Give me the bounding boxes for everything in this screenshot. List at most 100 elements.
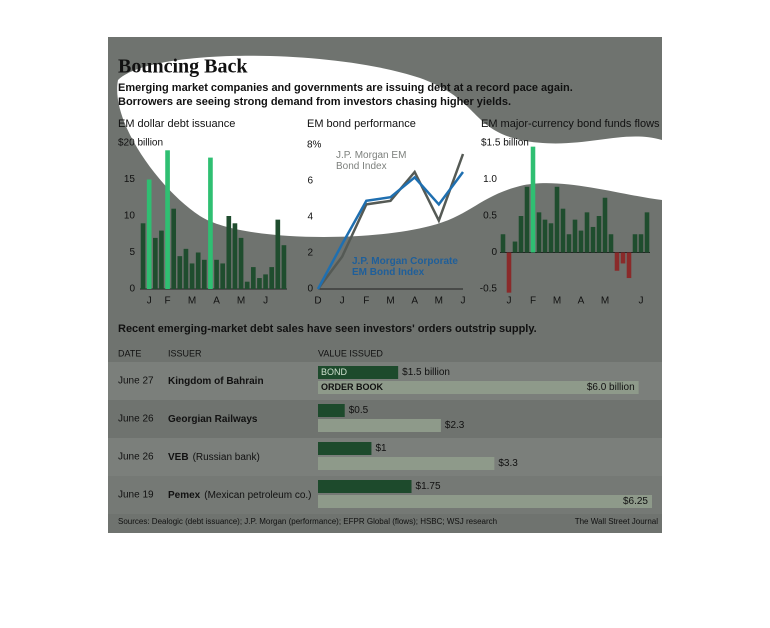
y-tick-label: 5: [129, 247, 135, 258]
bond-label: $1.75: [416, 481, 441, 492]
x-tick-label: M: [237, 296, 245, 307]
bar: [201, 259, 207, 289]
date: June 27: [118, 376, 154, 387]
x-tick-label: A: [213, 296, 220, 307]
bar: [572, 219, 578, 253]
series-label-box: J.P. Morgan EM Bond Index: [336, 150, 406, 172]
credit: The Wall Street Journal: [575, 517, 659, 526]
x-tick-label: J: [263, 296, 268, 307]
bar: [257, 278, 262, 289]
y-tick-label: $20 billion: [118, 138, 163, 149]
bar: [220, 263, 226, 289]
x-tick-label: F: [363, 296, 369, 307]
subtitle: Borrowers are seeing strong demand from …: [118, 96, 511, 108]
x-tick-label: A: [411, 296, 418, 307]
line: [316, 153, 465, 290]
bar: [189, 263, 195, 289]
order-label: $6.25: [623, 496, 648, 507]
y-tick-label: 6: [307, 176, 313, 187]
bar: [238, 237, 244, 289]
bond-key: BOND: [321, 367, 348, 377]
bar: [560, 208, 566, 253]
bar: [518, 216, 524, 253]
bond-bar: [318, 404, 345, 417]
bar: [195, 252, 201, 289]
order-label: $2.3: [445, 420, 465, 431]
issuer-name: VEB: [168, 452, 189, 463]
bond-bar: [318, 366, 399, 379]
bar: [584, 212, 590, 253]
y-tick-label: 0: [491, 247, 497, 258]
bar: [590, 226, 596, 253]
bar: [602, 197, 608, 253]
bar: [614, 252, 620, 271]
bar: [626, 252, 632, 279]
x-tick-label: M: [553, 296, 561, 307]
bar: [275, 219, 281, 289]
y-tick-label: 0: [307, 284, 313, 295]
bar: [208, 157, 213, 289]
bar: [596, 216, 602, 253]
bar: [530, 146, 536, 253]
title: Bouncing Back: [118, 56, 248, 78]
issuer-name: Pemex: [168, 490, 201, 501]
order-bar: [318, 495, 652, 508]
table-intro: Recent emerging-market debt sales have s…: [118, 323, 537, 335]
order-bar: [318, 381, 639, 394]
x-tick-label: D: [314, 296, 321, 307]
bar: [250, 267, 256, 289]
bar: [608, 234, 614, 253]
bar: [244, 281, 250, 289]
bar: [524, 186, 530, 253]
x-tick-label: F: [165, 296, 171, 307]
chart-title: EM major-currency bond funds flows: [481, 118, 660, 130]
issuer-name: Kingdom of Bahrain: [168, 376, 264, 387]
y-tick-label: 0.5: [483, 211, 497, 222]
bar: [548, 223, 554, 253]
bar: [165, 150, 170, 289]
bar: [269, 267, 275, 289]
issuer: Georgian Railways: [168, 414, 258, 425]
x-tick-label: J: [147, 296, 152, 307]
column-header: ISSUER: [168, 348, 202, 358]
bar: [263, 274, 268, 289]
date: June 26: [118, 414, 154, 425]
issuer: Kingdom of Bahrain: [168, 376, 264, 387]
x-tick-label: M: [188, 296, 196, 307]
bar: [232, 223, 238, 289]
bar: [506, 252, 512, 293]
date: June 26: [118, 452, 154, 463]
bar: [554, 186, 560, 253]
x-tick-label: F: [530, 296, 536, 307]
bar: [152, 237, 158, 289]
bar: [214, 259, 219, 289]
y-tick-label: 2: [307, 248, 313, 259]
bar: [536, 212, 542, 253]
bar: [183, 248, 189, 289]
order-key: ORDER BOOK: [321, 382, 384, 392]
bond-label: $1: [375, 443, 387, 454]
bar: [512, 241, 518, 253]
x-tick-label: J: [639, 296, 644, 307]
line: [316, 171, 465, 290]
x-tick-label: M: [386, 296, 394, 307]
bar: [171, 208, 177, 289]
bar: [566, 234, 572, 253]
bar: [632, 234, 638, 253]
bar: [177, 256, 183, 289]
bar: [620, 252, 626, 264]
y-tick-label: $1.5 billion: [481, 138, 529, 149]
y-tick-label: 8%: [307, 140, 322, 151]
issuer-note: (Russian bank): [193, 452, 260, 463]
order-label: $6.0 billion: [587, 382, 635, 393]
sources: Sources: Dealogic (debt issuance); J.P. …: [118, 517, 497, 526]
x-tick-label: J: [340, 296, 345, 307]
issuer: VEB (Russian bank): [168, 452, 260, 463]
highlight-blob: [117, 55, 663, 237]
y-tick-label: -0.5: [480, 284, 498, 295]
column-header: DATE: [118, 348, 141, 358]
y-tick-label: 10: [124, 211, 136, 222]
x-tick-label: J: [507, 296, 512, 307]
